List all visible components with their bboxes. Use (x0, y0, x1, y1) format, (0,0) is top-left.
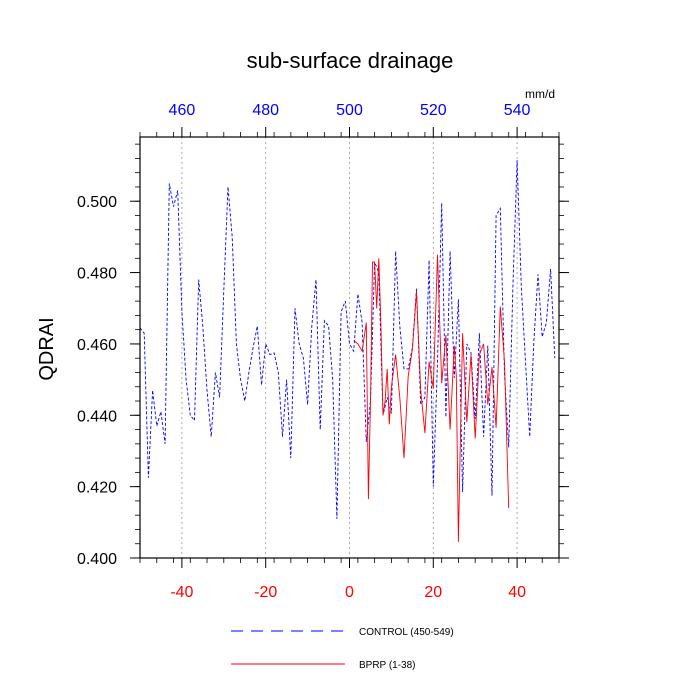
y-tick-label-1: 0.420 (77, 480, 117, 497)
x-tick-label-bottom-2: 0 (345, 584, 354, 601)
y-tick-label-5: 0.500 (77, 194, 117, 211)
x-tick-label-top-4: 540 (504, 102, 531, 119)
y-tick-label-0: 0.400 (77, 551, 117, 568)
x-tick-label-top-0: 460 (169, 102, 196, 119)
x-tick-label-bottom-0: -40 (170, 584, 193, 601)
x-tick-label-top-1: 480 (252, 102, 279, 119)
legend-label-control: CONTROL (450-549) (359, 627, 454, 638)
x-tick-label-bottom-1: -20 (254, 584, 277, 601)
y-tick-label-3: 0.460 (77, 337, 117, 354)
legend: CONTROL (450-549) BPRP (1-38) (231, 627, 454, 671)
y-axis-label: QDRAI (36, 317, 58, 380)
plot-area (139, 160, 556, 542)
axis-ticks: 0.400 0.420 0.440 0.460 0.480 0.500 -40 460 -20 4… (77, 102, 569, 601)
x-tick-label-top-3: 520 (420, 102, 447, 119)
chart-title: sub-surface drainage (247, 48, 454, 73)
x-tick-label-top-2: 500 (336, 102, 363, 119)
y-tick-label-4: 0.480 (77, 266, 117, 283)
legend-label-bprp: BPRP (1-38) (359, 660, 416, 671)
top-axis-units: mm/d (525, 87, 555, 101)
grid-lines (181, 137, 518, 558)
series-line-control (139, 160, 556, 519)
series-line-bprp (353, 254, 510, 542)
x-tick-label-bottom-4: 40 (508, 584, 526, 601)
y-tick-label-2: 0.440 (77, 408, 117, 425)
x-tick-label-bottom-3: 20 (424, 584, 442, 601)
